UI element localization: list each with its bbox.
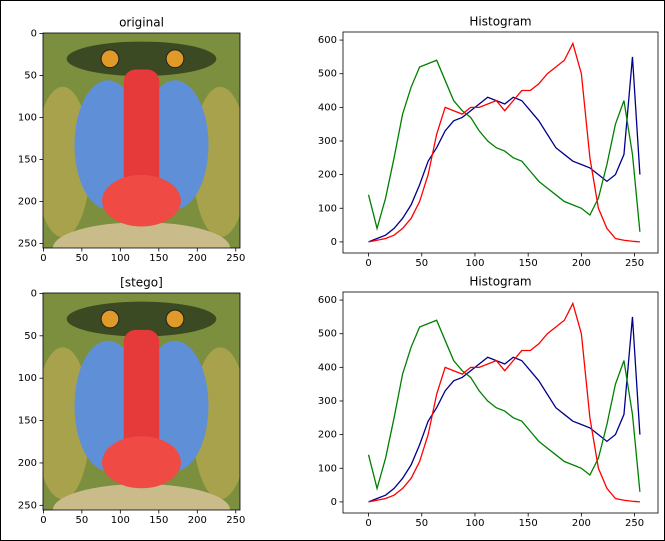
- histogram-line: [367, 59, 641, 232]
- x-tick-label: 100: [465, 258, 484, 269]
- nose-tip: [102, 174, 181, 227]
- y-tick-label: 250: [18, 238, 37, 249]
- x-tick-label: 0: [40, 515, 46, 526]
- x-tick-label: 250: [226, 515, 245, 526]
- axes-title: Histogram: [469, 275, 531, 289]
- x-tick-label: 100: [465, 518, 484, 529]
- y-tick-label: 0: [331, 497, 337, 508]
- y-tick-label: 300: [318, 396, 337, 407]
- histogram-line: [368, 316, 641, 503]
- y-tick-label: 100: [18, 373, 37, 384]
- y-tick-label: 400: [318, 102, 337, 113]
- nose-tip: [102, 436, 181, 489]
- y-tick-label: 200: [318, 170, 337, 181]
- x-tick-label: 200: [188, 253, 207, 264]
- brow: [66, 301, 217, 337]
- axes-title: original: [119, 16, 164, 30]
- axes-frame: [42, 292, 241, 511]
- histogram-line: [368, 41, 640, 243]
- x-tick-label: 0: [365, 258, 371, 269]
- axes-frame: [342, 31, 659, 254]
- brow: [66, 41, 217, 76]
- axes-bg: [343, 32, 658, 253]
- x-tick-label: 50: [415, 518, 428, 529]
- x-tick-label: 0: [365, 518, 371, 529]
- mandrill-image: [43, 33, 240, 248]
- x-tick-label: 250: [625, 518, 644, 529]
- x-tick-label: 50: [75, 253, 88, 264]
- y-tick-label: 150: [18, 154, 37, 165]
- x-tick-label: 250: [226, 253, 245, 264]
- eye: [165, 49, 185, 69]
- x-tick-label: 150: [149, 253, 168, 264]
- y-tick-label: 200: [318, 430, 337, 441]
- x-tick-label: 0: [40, 253, 46, 264]
- x-tick-label: 100: [111, 515, 130, 526]
- axes-title: Histogram: [469, 15, 531, 29]
- x-tick-label: 200: [188, 515, 207, 526]
- y-tick-label: 0: [31, 28, 37, 39]
- y-tick-label: 400: [318, 362, 337, 373]
- y-tick-label: 500: [318, 69, 337, 80]
- y-tick-label: 500: [318, 329, 337, 340]
- axes-frame: [342, 291, 659, 514]
- y-tick-label: 200: [18, 458, 37, 469]
- nose: [123, 329, 160, 461]
- y-tick-label: 250: [18, 500, 37, 511]
- y-tick-label: 300: [318, 136, 337, 147]
- y-tick-label: 100: [18, 112, 37, 123]
- y-tick-label: 600: [318, 35, 337, 46]
- histogram-line: [368, 56, 641, 243]
- beard: [52, 222, 231, 248]
- axes-frame: [42, 32, 241, 249]
- histogram-line: [368, 301, 640, 503]
- axes-bg: [343, 292, 658, 513]
- y-tick-label: 0: [31, 288, 37, 299]
- nose: [123, 69, 160, 199]
- y-tick-label: 0: [331, 237, 337, 248]
- y-tick-label: 50: [24, 70, 37, 81]
- y-tick-label: 600: [318, 295, 337, 306]
- y-tick-label: 50: [24, 331, 37, 342]
- y-tick-label: 100: [318, 203, 337, 214]
- x-tick-label: 50: [75, 515, 88, 526]
- eye: [165, 309, 185, 329]
- histogram-line: [367, 319, 641, 492]
- axes-title: [stego]: [120, 276, 163, 290]
- mandrill-image: [43, 293, 240, 510]
- y-tick-label: 100: [318, 463, 337, 474]
- beard: [52, 483, 231, 510]
- x-tick-label: 200: [572, 258, 591, 269]
- x-tick-label: 150: [519, 258, 538, 269]
- eye: [100, 49, 120, 69]
- eye: [100, 309, 120, 329]
- x-tick-label: 150: [519, 518, 538, 529]
- x-tick-label: 100: [111, 253, 130, 264]
- y-tick-label: 150: [18, 416, 37, 427]
- x-tick-label: 200: [572, 518, 591, 529]
- y-tick-label: 200: [18, 196, 37, 207]
- x-tick-label: 250: [625, 258, 644, 269]
- x-tick-label: 50: [415, 258, 428, 269]
- x-tick-label: 150: [149, 515, 168, 526]
